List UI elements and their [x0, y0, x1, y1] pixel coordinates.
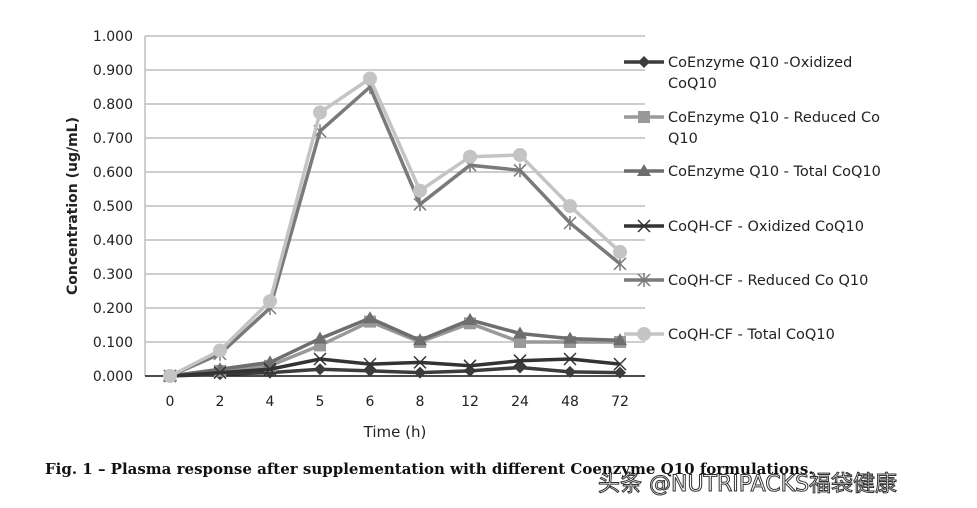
data-point [263, 355, 277, 368]
line-chart: 0.000 0.100 0.200 0.300 0.400 0.500 0.600 0.700… [65, 29, 881, 441]
x-tick-label: 0 [166, 394, 175, 410]
y-tick-label: 0.600 [93, 165, 133, 181]
legend-label: CoEnzyme Q10 -Oxidized [668, 55, 852, 71]
data-point [513, 163, 527, 178]
x-axis-title: Time (h) [363, 423, 427, 441]
legend-marker [637, 219, 651, 233]
x-tick-label: 6 [366, 394, 375, 410]
data-point [413, 197, 427, 212]
legend-marker [637, 273, 651, 287]
data-point [213, 366, 227, 380]
y-tick-label: 0.100 [93, 335, 133, 351]
data-point [613, 333, 627, 346]
data-point [263, 294, 277, 309]
series-line [169, 316, 621, 378]
legend-label: CoQH-CF - Reduced Co Q10 [668, 273, 868, 289]
x-tick-label: 24 [511, 394, 529, 410]
data-point [563, 216, 577, 230]
data-point [363, 357, 377, 371]
x-tick-label: 5 [316, 394, 325, 410]
legend-label: CoQH-CF - Oxidized CoQ10 [668, 219, 864, 235]
data-point [513, 326, 527, 339]
legend-marker [638, 111, 650, 123]
data-point [263, 362, 277, 376]
data-point [463, 312, 477, 325]
x-tick-label: 8 [416, 394, 425, 410]
legend-label: CoEnzyme Q10 - Total CoQ10 [668, 164, 881, 180]
data-point [413, 355, 427, 369]
x-tick-label: 72 [611, 394, 629, 410]
x-tick-label: 2 [216, 394, 225, 410]
series-line [169, 357, 621, 378]
y-tick-label: 0.000 [93, 369, 133, 385]
y-tick-label: 0.900 [93, 63, 133, 79]
legend-marker [638, 56, 650, 68]
data-point [563, 331, 577, 344]
series-line [169, 75, 622, 378]
data-point [313, 105, 327, 120]
series-line [169, 319, 620, 378]
legend-label: CoEnzyme Q10 - Reduced Co [668, 110, 880, 126]
data-point [314, 363, 326, 376]
data-point [463, 149, 477, 164]
data-point [363, 71, 377, 86]
x-tick-label: 12 [461, 394, 479, 410]
data-point [563, 199, 577, 213]
data-point [413, 333, 427, 346]
series-line [169, 365, 621, 378]
data-point [613, 244, 627, 259]
y-tick-label: 0.300 [93, 267, 133, 283]
y-tick-label: 0.500 [93, 199, 133, 215]
series-line [169, 84, 622, 378]
data-point [213, 343, 227, 358]
data-point [363, 311, 377, 324]
data-point [313, 331, 327, 344]
x-tick-label: 4 [266, 394, 275, 410]
legend-marker [637, 164, 651, 176]
legend-label: Q10 [668, 131, 698, 147]
y-tick-label: 0.200 [93, 301, 133, 317]
legend-marker [637, 327, 651, 341]
data-point [613, 256, 627, 271]
data-point [163, 369, 177, 383]
data-point [613, 357, 627, 371]
y-tick-label: 0.700 [93, 131, 133, 147]
data-point [463, 359, 477, 373]
data-point [513, 148, 527, 162]
data-point [413, 183, 427, 198]
legend-label: CoQ10 [668, 76, 717, 92]
data-point [563, 352, 577, 366]
y-tick-label: 0.800 [93, 97, 133, 113]
y-axis-title: Concentration (ug/mL) [65, 117, 81, 295]
legend-label: CoQH-CF - Total CoQ10 [668, 327, 835, 343]
x-tick-label: 48 [561, 394, 579, 410]
y-tick-label: 1.000 [93, 29, 133, 45]
data-point [364, 364, 376, 377]
data-point [313, 352, 327, 366]
data-point [514, 361, 526, 374]
y-tick-label: 0.400 [93, 233, 133, 249]
data-point [513, 354, 527, 368]
watermark: 头条 @NUTRIPACKS福袋健康 [597, 472, 898, 498]
figure-caption: Fig. 1 – Plasma response after supplemen… [45, 460, 814, 478]
data-point [514, 336, 526, 348]
data-point [564, 365, 576, 378]
data-point [614, 366, 626, 379]
data-point [414, 366, 426, 379]
